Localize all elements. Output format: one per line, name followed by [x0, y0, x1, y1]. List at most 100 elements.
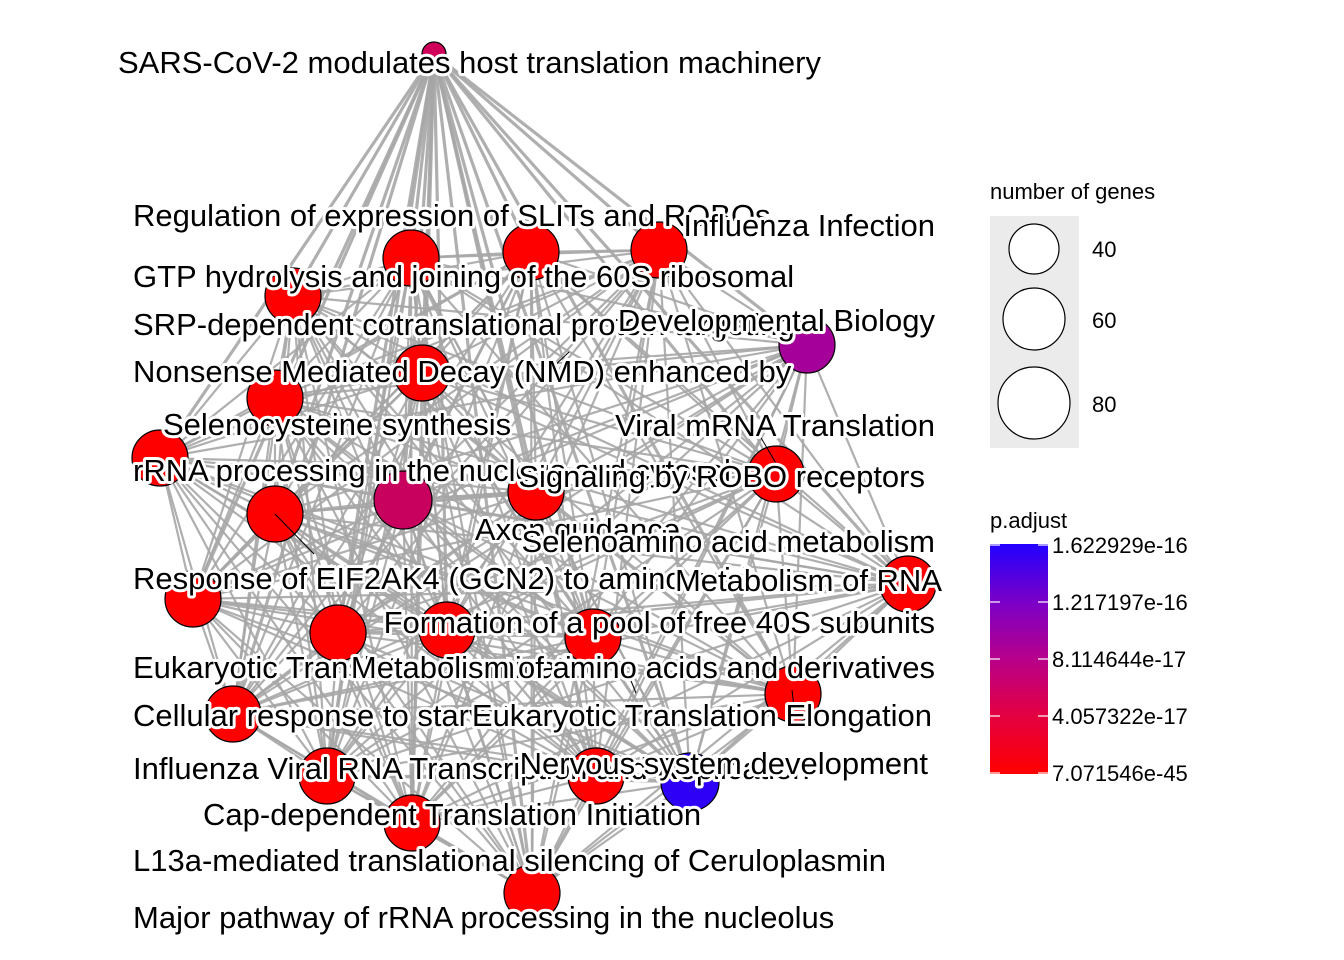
network-edge — [402, 498, 909, 586]
network-edge — [530, 251, 794, 695]
node-label: Metabolism of RNA — [675, 563, 942, 598]
network-edge — [274, 396, 909, 586]
network-node — [309, 604, 367, 662]
network-node — [421, 41, 447, 67]
network-edge — [159, 343, 808, 460]
color-legend: p.adjust 1.622929e-16 1.217197e-16 8.114… — [990, 508, 1188, 786]
network-edge — [529, 251, 692, 783]
network-edge — [433, 52, 808, 347]
node-label: L13a-mediated translational silencing of… — [133, 843, 886, 878]
network-edge — [159, 456, 594, 639]
network-edge — [274, 397, 594, 638]
network-edge — [159, 456, 777, 476]
node-label: Developmental Biology — [618, 303, 936, 338]
network-edge — [192, 598, 533, 894]
network-edge — [274, 513, 691, 783]
network-node — [383, 794, 441, 852]
network-edge — [592, 635, 794, 696]
network-edge — [446, 628, 794, 696]
node-label: Formation of a pool of free 40S subunits — [384, 605, 935, 640]
network-edge — [446, 582, 909, 632]
node-label: Eukaryotic Translation Termination — [133, 650, 606, 685]
network-edge — [530, 491, 538, 894]
network-edge — [531, 344, 808, 894]
node-label: SRP-dependent cotranslational protein ta… — [133, 307, 795, 342]
network-edge — [337, 632, 533, 894]
network-edge — [411, 583, 909, 824]
network-edge — [192, 597, 597, 778]
network-node — [778, 316, 836, 374]
network-node — [567, 747, 625, 805]
network-edge — [658, 249, 777, 475]
network-edge — [529, 251, 534, 894]
network-node — [298, 747, 356, 805]
network-edge — [531, 583, 909, 894]
network-node — [393, 344, 451, 402]
network-edge — [232, 712, 597, 778]
network-edge — [326, 582, 909, 778]
network-edge — [432, 53, 598, 777]
network-node — [382, 229, 440, 287]
network-node — [502, 223, 560, 281]
node-label: Cap-dependent Translation Initiation — [203, 797, 701, 832]
network-edge — [411, 344, 808, 824]
network-edge — [432, 52, 778, 476]
node-label: SARS-CoV-2 modulates host translation ma… — [118, 45, 821, 80]
network-edge — [411, 636, 594, 824]
network-edge — [273, 513, 329, 777]
network-edge — [159, 295, 294, 459]
node-label: Eukaryotic Translation Elongation — [472, 698, 932, 733]
network-node — [264, 267, 322, 325]
network-edge — [336, 53, 436, 634]
node-label: Regulation of expression of SLITs and RO… — [133, 198, 771, 233]
network-edge — [274, 343, 808, 516]
network-edge — [232, 628, 448, 716]
network-edge — [191, 295, 295, 600]
network-edge — [274, 397, 533, 894]
network-edge — [410, 257, 594, 638]
network-node — [164, 570, 222, 628]
network-edge — [658, 249, 808, 346]
network-edge — [291, 295, 414, 824]
size-legend-title: number of genes — [990, 179, 1155, 204]
network-edge — [530, 250, 808, 347]
network-edge — [446, 629, 691, 783]
network-edge — [446, 344, 808, 631]
network-edge — [535, 344, 808, 493]
network-edge — [445, 629, 534, 894]
network-edge — [337, 249, 660, 634]
network-edge — [805, 344, 910, 585]
network-edge — [791, 344, 809, 695]
nodes-layer — [131, 41, 937, 922]
network-edge — [530, 251, 909, 585]
network-edge — [232, 635, 594, 716]
network-edge — [292, 295, 594, 638]
network-node — [879, 555, 937, 613]
network-node — [660, 752, 720, 812]
network-edge — [159, 457, 339, 634]
network-node — [747, 445, 805, 503]
network-edge — [410, 257, 909, 585]
network-edge — [326, 692, 794, 778]
node-label: Influenza Infection — [683, 208, 935, 243]
network-node — [507, 463, 565, 521]
network-edge — [530, 636, 595, 894]
network-edge — [326, 629, 448, 777]
network-edge — [411, 780, 691, 825]
node-label: Cellular response to starvation — [133, 698, 552, 733]
network-edge — [274, 512, 909, 586]
network-edge — [192, 490, 537, 601]
node-label: Signaling by ROBO receptors — [518, 459, 925, 494]
network-edge — [274, 249, 660, 515]
node-label: GTP hydrolysis and joining of the 60S ri… — [133, 259, 794, 294]
color-tick-4: 4.057322e-17 — [1052, 704, 1188, 729]
network-edge — [192, 582, 909, 601]
labels-layer: SARS-CoV-2 modulates host translation ma… — [118, 42, 945, 938]
network-edge — [402, 499, 691, 783]
network-edge — [192, 597, 794, 696]
node-label: Nervous system development — [520, 746, 929, 781]
network-edge — [274, 513, 533, 894]
network-edge — [402, 343, 808, 502]
size-legend-circle-small — [1008, 223, 1060, 275]
network-edge — [232, 692, 794, 716]
